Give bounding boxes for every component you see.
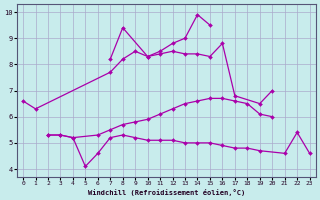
X-axis label: Windchill (Refroidissement éolien,°C): Windchill (Refroidissement éolien,°C) [88,189,245,196]
